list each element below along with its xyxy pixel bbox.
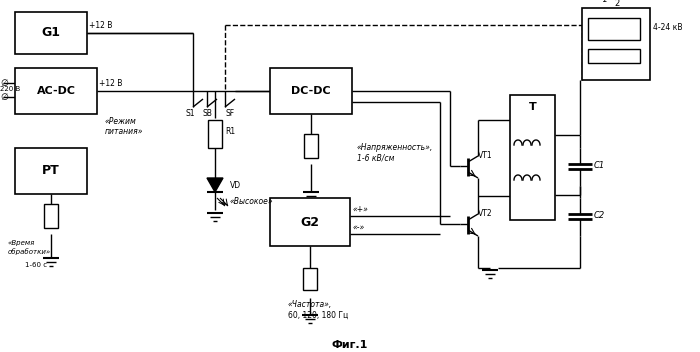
Bar <box>588 18 640 40</box>
Bar <box>208 120 222 148</box>
Text: VT1: VT1 <box>478 151 493 161</box>
Text: S1: S1 <box>186 108 195 118</box>
Bar <box>588 49 640 63</box>
Text: C2: C2 <box>594 212 606 220</box>
Text: «Напряженность»,: «Напряженность», <box>357 144 433 152</box>
Text: DC-DC: DC-DC <box>291 86 331 96</box>
Text: T: T <box>528 102 536 112</box>
Text: ∅: ∅ <box>0 93 8 101</box>
Text: +12 В: +12 В <box>99 80 122 88</box>
Text: SB: SB <box>202 109 212 119</box>
Text: VT2: VT2 <box>478 209 493 219</box>
Text: +12 В: +12 В <box>89 21 113 31</box>
Text: «Частота»,: «Частота», <box>288 301 332 309</box>
Text: 1-60 с: 1-60 с <box>25 262 47 268</box>
Bar <box>303 268 317 290</box>
Bar <box>15 68 97 114</box>
Text: обработки»: обработки» <box>8 249 51 256</box>
Text: 60, 120, 180 Гц: 60, 120, 180 Гц <box>288 310 349 320</box>
Text: ∅: ∅ <box>0 78 8 88</box>
Text: 1: 1 <box>601 0 607 5</box>
Text: «-»: «-» <box>353 224 365 233</box>
Bar <box>270 198 350 246</box>
Text: 220 В: 220 В <box>0 86 20 92</box>
Bar <box>582 8 650 80</box>
Text: «Время: «Время <box>8 240 36 246</box>
Text: 2: 2 <box>615 0 620 7</box>
Text: VD: VD <box>230 182 241 190</box>
Text: 1-6 кВ/см: 1-6 кВ/см <box>357 153 394 163</box>
Text: «Высокое»: «Высокое» <box>230 196 274 206</box>
Text: питания»: питания» <box>105 126 144 136</box>
Text: AC-DC: AC-DC <box>36 86 76 96</box>
Text: «Режим: «Режим <box>105 117 136 126</box>
Polygon shape <box>207 178 223 192</box>
Bar <box>270 68 352 114</box>
Text: G1: G1 <box>41 26 60 39</box>
Text: G2: G2 <box>300 215 319 228</box>
Text: РТ: РТ <box>42 164 60 177</box>
Text: SF: SF <box>226 109 235 119</box>
Bar <box>44 204 58 228</box>
Text: C1: C1 <box>594 162 606 170</box>
Bar <box>15 148 87 194</box>
Bar <box>304 134 318 158</box>
Bar <box>510 95 555 220</box>
Text: «+»: «+» <box>353 206 369 214</box>
Text: R1: R1 <box>225 127 235 137</box>
Text: 4-24 кВ: 4-24 кВ <box>653 24 682 32</box>
Text: Фиг.1: Фиг.1 <box>332 340 368 350</box>
Bar <box>15 12 87 54</box>
